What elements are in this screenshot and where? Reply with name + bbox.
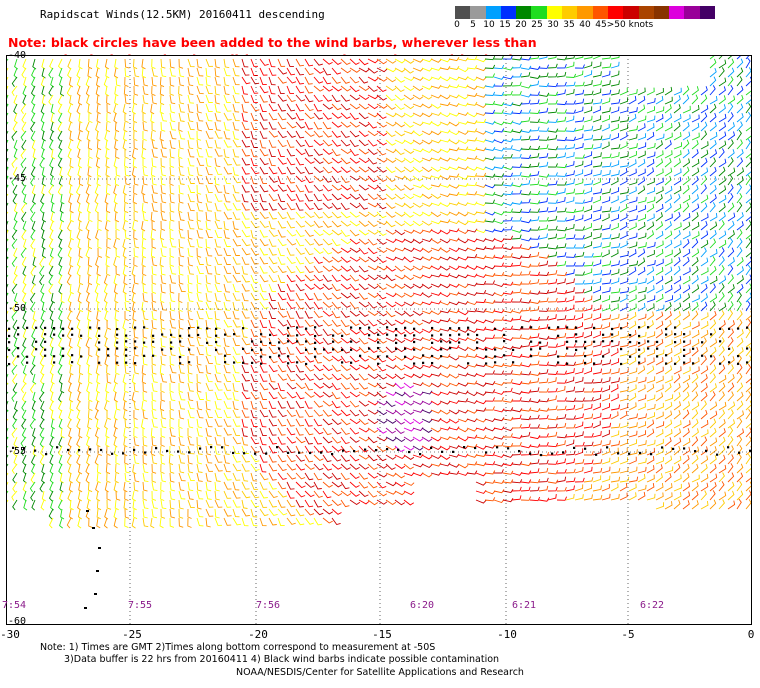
lon-label: -30: [0, 628, 20, 641]
legend-label: 20: [515, 20, 527, 30]
legend-label: 10: [483, 20, 495, 30]
legend-swatch: [684, 6, 700, 19]
legend-swatch: [607, 6, 624, 19]
legend-labels: 0 5 10 15 20 25 30 35 40 45 >50 knots: [454, 19, 715, 31]
legend-swatch: [516, 6, 532, 19]
legend-swatch: [653, 6, 670, 19]
lon-label: -10: [497, 628, 517, 641]
time-label: 7:54: [2, 600, 27, 611]
footnote-line-1: Note: 1) Times are GMT 2)Times along bot…: [40, 642, 436, 653]
lon-label: -15: [372, 628, 392, 641]
lat-label: -60: [8, 616, 27, 627]
legend-label: 25: [531, 20, 543, 30]
time-label: 6:21: [512, 600, 537, 611]
legend-label: >50 knots: [606, 20, 654, 30]
legend-swatch: [638, 6, 654, 19]
lat-label: -50: [8, 303, 27, 314]
legend-swatch: [455, 6, 471, 19]
legend-label: 15: [499, 20, 511, 30]
lat-label: -40: [8, 50, 27, 61]
wind-barb-map: [6, 55, 752, 625]
legend-color-bar: [455, 6, 716, 19]
wind-speed-legend: 0 5 10 15 20 25 30 35 40 45 >50 knots: [454, 6, 716, 34]
legend-label: 45: [595, 20, 607, 30]
footnote-line-2: 3)Data buffer is 22 hrs from 20160411 4)…: [64, 654, 500, 665]
legend-swatch: [592, 6, 608, 19]
lon-label: -20: [248, 628, 268, 641]
lon-label: -5: [621, 628, 635, 641]
legend-swatch: [500, 6, 517, 19]
legend-swatch: [577, 6, 593, 19]
lon-label: 0: [747, 628, 755, 641]
longitude-axis: -30 -25 -20 -15 -10 -5 0: [0, 628, 760, 642]
legend-swatch: [470, 6, 486, 19]
legend-label: 5: [470, 20, 476, 30]
footnote: Note: 1) Times are GMT 2)Times along bot…: [40, 642, 499, 666]
legend-label: 0: [454, 20, 460, 30]
legend-swatch: [623, 6, 639, 19]
legend-swatch: [699, 6, 716, 19]
lon-label: -25: [122, 628, 142, 641]
legend-label: 35: [563, 20, 575, 30]
legend-label: 30: [547, 20, 559, 30]
legend-swatch: [669, 6, 685, 19]
lat-label: -55: [8, 446, 27, 457]
credit-line: NOAA/NESDIS/Center for Satellite Applica…: [236, 667, 524, 678]
contamination-markers: [8, 326, 752, 609]
legend-swatch: [546, 6, 563, 19]
legend-swatch: [485, 6, 501, 19]
time-label: 6:22: [640, 600, 665, 611]
note-line-1: Note: black circles have been added to t…: [8, 35, 537, 50]
legend-swatch: [562, 6, 578, 19]
map-canvas: [6, 55, 752, 625]
time-label: 7:56: [256, 600, 281, 611]
time-label: 6:20: [410, 600, 435, 611]
time-label: 7:55: [128, 600, 153, 611]
lat-lon-grid: [6, 55, 752, 625]
wind-barbs: [6, 55, 752, 529]
legend-swatch: [531, 6, 547, 19]
lat-label: -45: [8, 173, 27, 184]
map-title: Rapidscat Winds(12.5KM) 20160411 descend…: [40, 8, 325, 21]
legend-label: 40: [579, 20, 591, 30]
